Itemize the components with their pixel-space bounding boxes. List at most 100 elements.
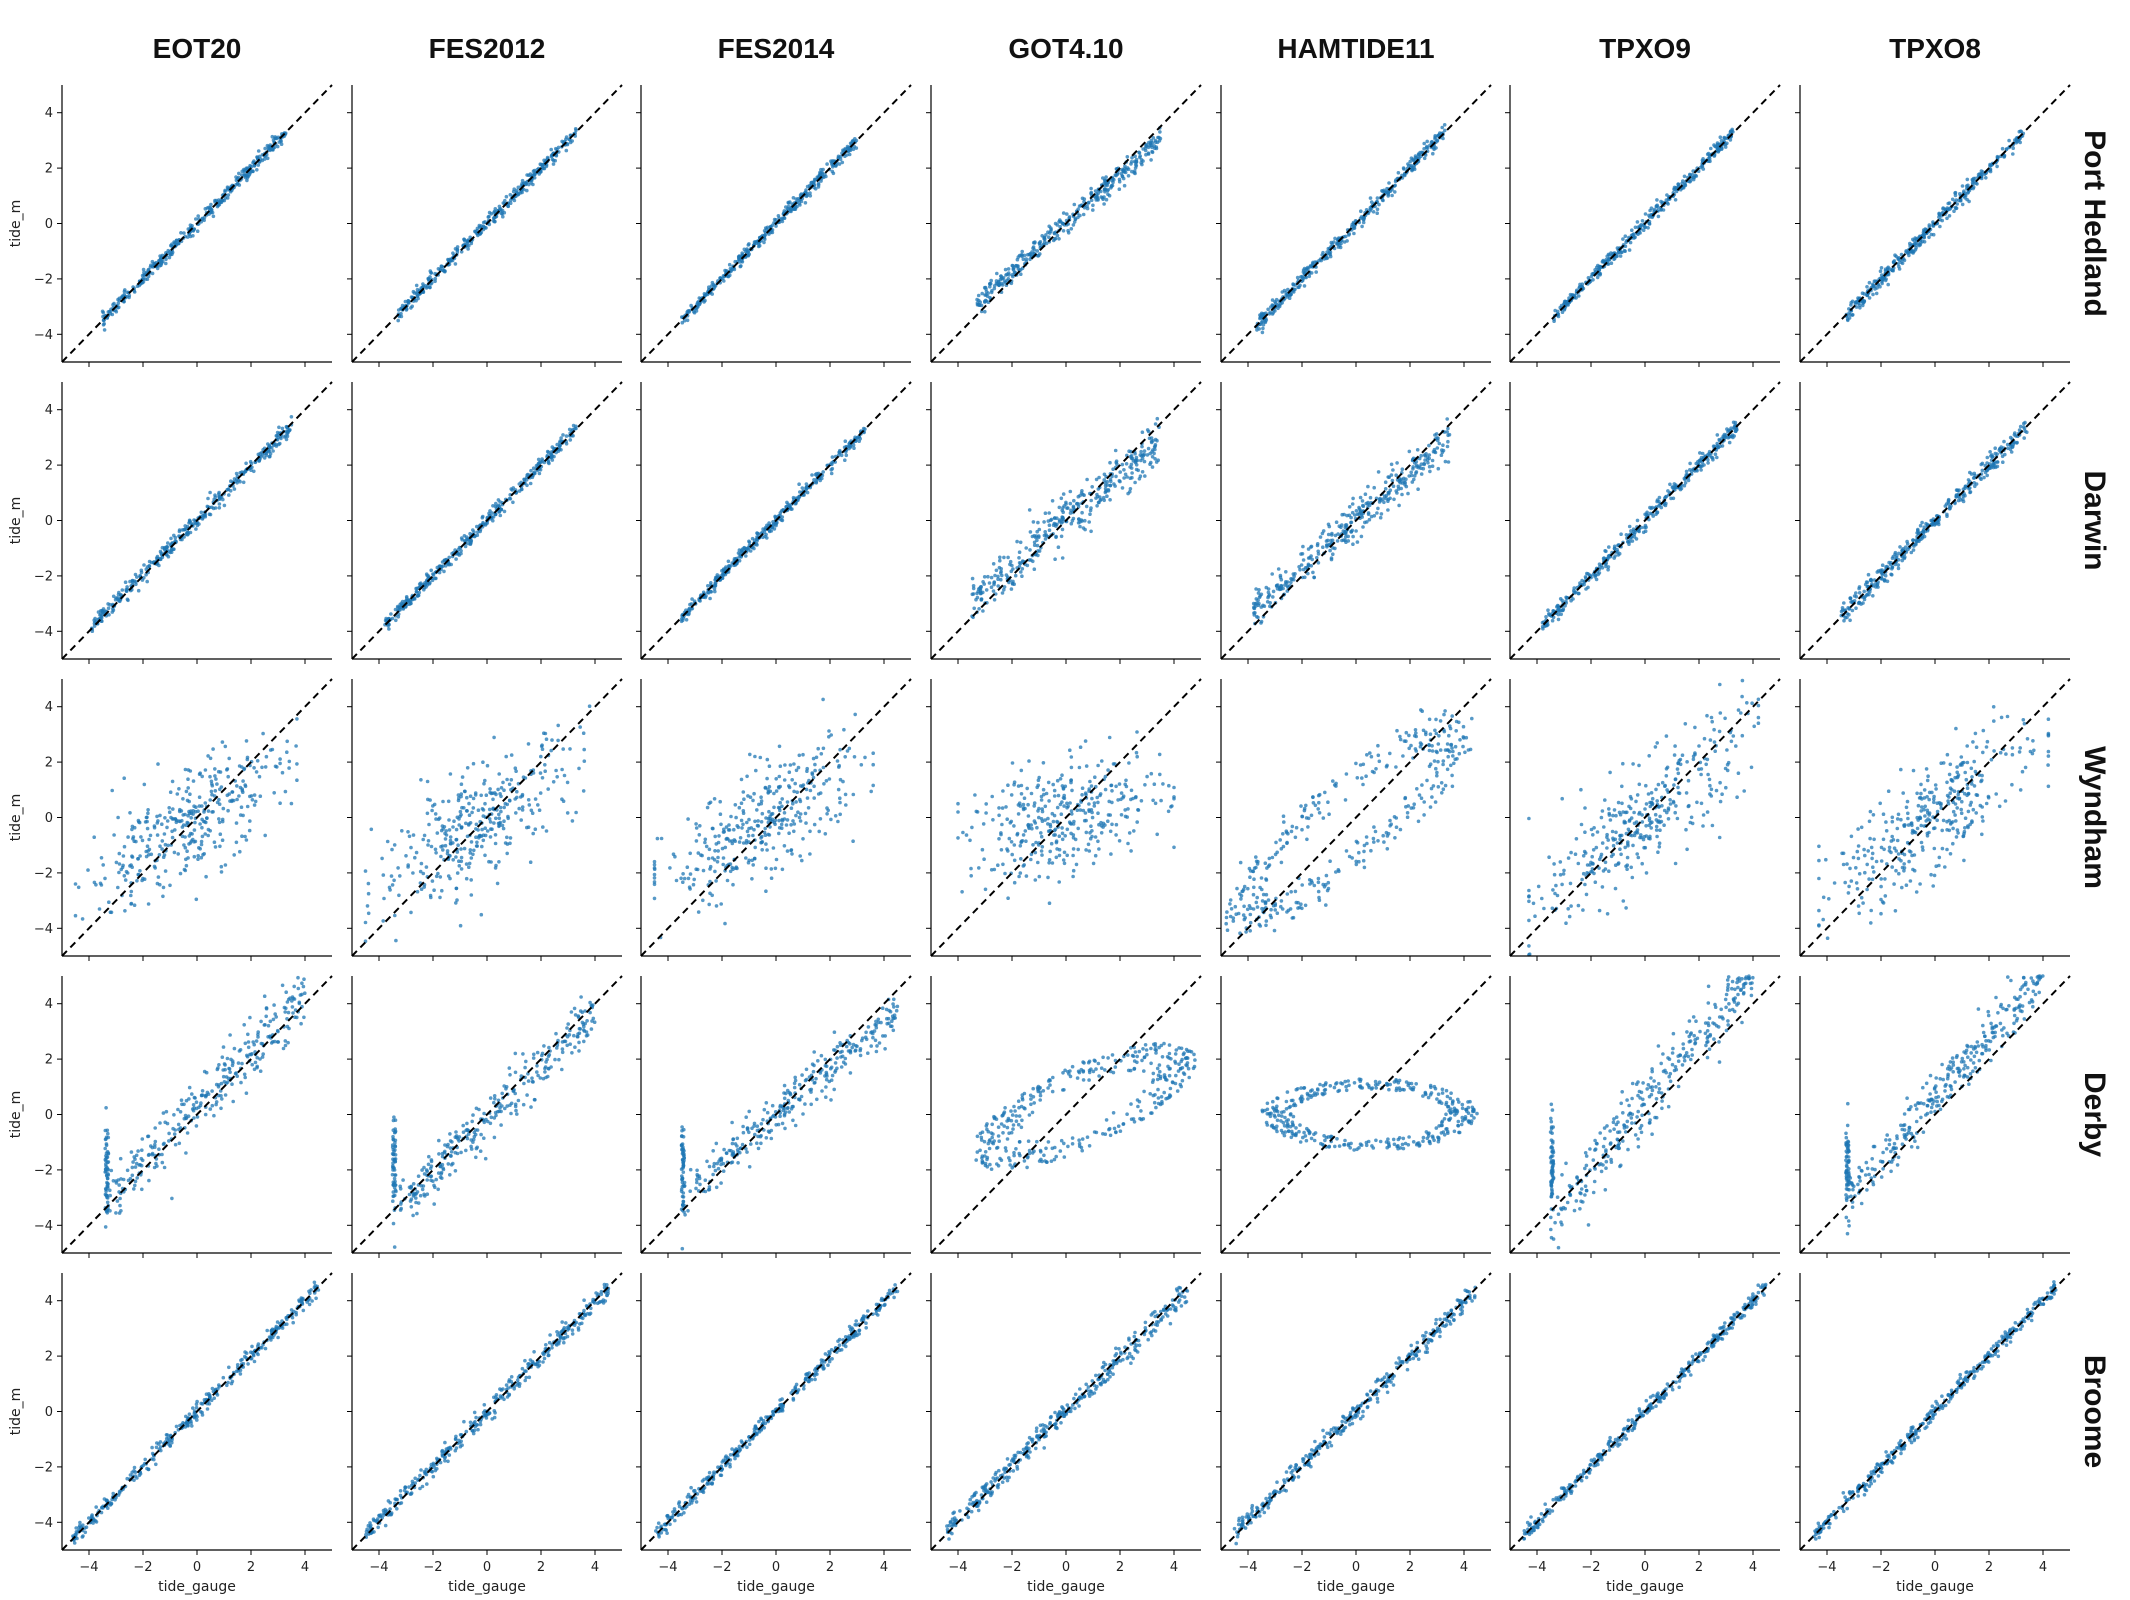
data-point — [561, 433, 565, 437]
data-point — [1078, 524, 1082, 529]
data-point — [108, 602, 112, 607]
data-point — [1655, 499, 1659, 504]
data-point — [1372, 485, 1376, 490]
data-point — [1375, 196, 1380, 200]
data-point — [812, 478, 816, 482]
data-point — [1867, 296, 1872, 300]
data-point — [1137, 151, 1142, 155]
y-tick-label: −4 — [34, 625, 53, 640]
data-point — [1396, 171, 1401, 175]
data-point — [992, 598, 997, 602]
data-point — [2018, 129, 2023, 133]
data-point — [1577, 591, 1581, 596]
data-point — [120, 294, 125, 298]
data-point — [284, 437, 289, 442]
data-point — [1361, 504, 1366, 509]
data-point — [147, 559, 152, 564]
data-point — [99, 612, 103, 616]
data-point — [1671, 496, 1676, 501]
data-point — [1071, 223, 1076, 227]
data-point — [1706, 461, 1710, 465]
data-point — [1125, 155, 1130, 159]
data-point — [1401, 166, 1406, 170]
data-point — [531, 466, 536, 471]
data-point — [1594, 577, 1599, 582]
data-point — [1350, 222, 1354, 227]
data-point — [1620, 250, 1624, 255]
data-point — [1927, 235, 1931, 240]
data-point — [398, 608, 402, 612]
y-axis-label: tide_m — [8, 200, 24, 248]
data-point — [271, 449, 275, 453]
data-point — [1707, 156, 1712, 161]
data-point — [459, 536, 464, 540]
data-point — [150, 259, 155, 264]
data-point — [1120, 174, 1125, 178]
data-point — [1691, 177, 1696, 182]
data-point — [1111, 467, 1115, 472]
data-point — [1355, 540, 1360, 544]
data-point — [1056, 545, 1061, 549]
data-point — [1061, 229, 1066, 233]
data-point — [1155, 438, 1159, 443]
data-point — [130, 580, 135, 584]
data-point — [1403, 483, 1407, 487]
data-point — [1441, 443, 1445, 448]
data-point — [404, 595, 409, 599]
data-point — [1641, 530, 1646, 535]
data-point — [1409, 470, 1413, 475]
data-point — [1133, 451, 1137, 456]
data-point — [1616, 553, 1621, 557]
data-point — [1351, 534, 1355, 539]
data-point — [805, 486, 809, 491]
data-point — [1645, 510, 1649, 515]
data-point — [808, 191, 812, 195]
data-point — [1399, 486, 1403, 491]
y-tick-label: 0 — [45, 514, 53, 529]
data-point — [564, 434, 569, 438]
data-point — [1274, 297, 1279, 302]
data-point — [1442, 123, 1447, 127]
data-point — [1308, 265, 1313, 269]
data-point — [791, 196, 796, 200]
data-point — [1138, 474, 1143, 479]
data-point — [1627, 524, 1632, 529]
data-point — [206, 496, 210, 501]
row-title-broome: Broome — [2078, 1355, 2111, 1468]
data-point — [821, 470, 825, 474]
data-point — [1257, 327, 1261, 331]
data-point — [132, 290, 137, 294]
data-point — [712, 587, 717, 591]
data-point — [279, 139, 283, 144]
data-point — [1604, 549, 1608, 554]
data-point — [1253, 602, 1258, 606]
data-point — [536, 457, 541, 462]
data-point — [1314, 270, 1318, 274]
data-point — [1029, 558, 1033, 562]
data-point — [999, 577, 1003, 582]
data-point — [840, 160, 845, 165]
data-point — [1375, 211, 1379, 215]
data-point — [1130, 156, 1134, 160]
data-point — [995, 271, 999, 276]
data-point — [1711, 457, 1715, 462]
data-point — [1120, 486, 1125, 490]
y-axis-label: tide_m — [8, 497, 24, 545]
data-point — [1359, 511, 1364, 516]
data-point — [1699, 468, 1703, 472]
data-point — [1436, 466, 1441, 471]
data-point — [117, 590, 121, 595]
data-point — [1326, 532, 1331, 537]
data-point — [1279, 584, 1284, 588]
data-point — [1445, 444, 1450, 449]
data-point — [697, 296, 702, 300]
data-point — [155, 554, 160, 559]
data-point — [424, 585, 428, 589]
data-point — [1114, 173, 1118, 178]
data-point — [433, 576, 437, 581]
data-point — [1047, 523, 1052, 527]
data-point — [289, 415, 294, 419]
scatter-points — [1844, 129, 2026, 323]
data-point — [102, 328, 107, 332]
data-point — [1958, 198, 1963, 203]
